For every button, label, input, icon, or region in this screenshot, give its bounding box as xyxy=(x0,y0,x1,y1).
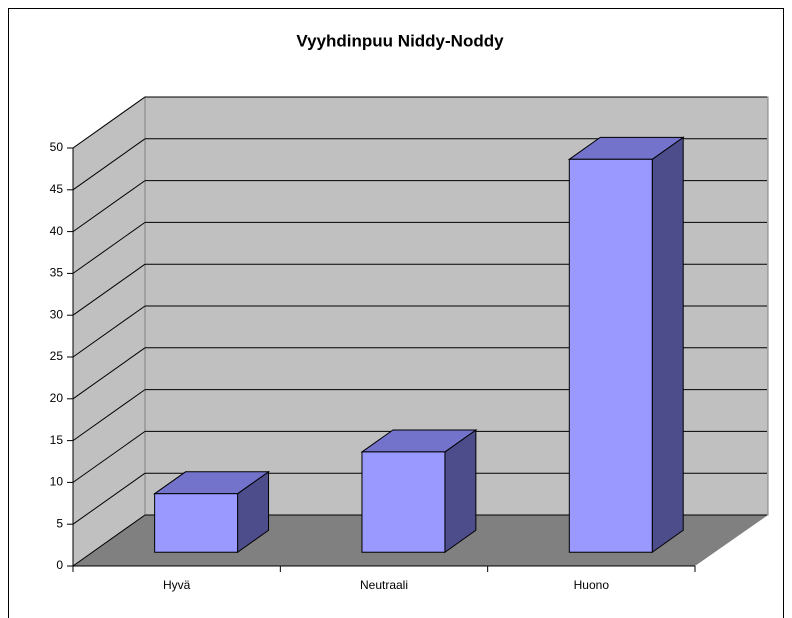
y-tick-label: 10 xyxy=(50,475,64,489)
grid-line xyxy=(72,305,146,358)
y-tick-label: 5 xyxy=(56,516,63,530)
y-tick-label: 0 xyxy=(56,558,63,572)
grid-line xyxy=(72,180,146,233)
y-tick-label: 25 xyxy=(50,349,64,363)
grid-line xyxy=(72,472,146,525)
bar xyxy=(361,451,446,553)
y-tick-label: 40 xyxy=(50,224,64,238)
y-tick-label: 15 xyxy=(50,433,64,447)
grid-line xyxy=(72,263,146,316)
y-tick-label: 30 xyxy=(50,307,64,321)
x-tick-label: Hyvä xyxy=(163,578,191,592)
bar xyxy=(568,158,653,553)
grid-line xyxy=(72,514,146,567)
x-tick-label: Huono xyxy=(574,578,610,592)
grid-line xyxy=(72,430,146,483)
y-tick-label: 20 xyxy=(50,391,64,405)
chart-title: Vyyhdinpuu Niddy-Noddy xyxy=(296,31,504,50)
x-tick-label: Neutraali xyxy=(360,578,408,592)
y-tick-label: 50 xyxy=(50,140,64,154)
bar-side xyxy=(651,136,684,554)
y-tick-label: 45 xyxy=(50,182,64,196)
y-tick-label: 35 xyxy=(50,266,64,280)
grid-line xyxy=(72,347,146,400)
grid-line xyxy=(72,138,146,191)
grid-line xyxy=(72,389,146,442)
bar xyxy=(154,493,239,553)
grid-line xyxy=(72,221,146,274)
grid-line xyxy=(72,96,146,149)
